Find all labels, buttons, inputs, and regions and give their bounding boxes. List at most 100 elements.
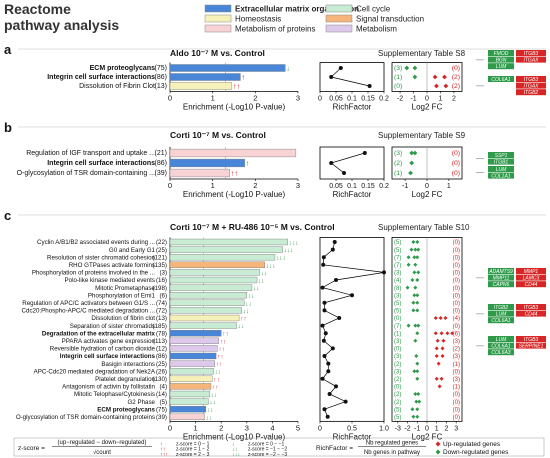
up-gene-point (434, 376, 439, 381)
pathway-size: (13) (155, 83, 167, 90)
down-gene-label: ADAMTS9 (488, 269, 513, 275)
down-gene-label: FMOD (494, 51, 509, 57)
down-gene-box (488, 274, 514, 281)
richfactor-denominator: Nb genes in pathway (364, 450, 420, 456)
pathway-row: Phosphorylation of proteins involved in … (32, 269, 460, 277)
richfactor-point (320, 376, 325, 381)
pathway-name: Mitotic Prometaphase (95, 285, 155, 292)
richfactor-line (330, 67, 370, 87)
down-gene-box (488, 317, 514, 324)
enrichment-tick-label: 0 (168, 423, 172, 432)
richfactor-point (326, 369, 331, 374)
pathway-row: Dissolution of fibrin clot (13) ↑↑ (0) (4) (91, 314, 460, 323)
up-gene-box (516, 274, 546, 281)
richfactor-line (321, 241, 385, 417)
zscore-arrows: ↓↓ (206, 414, 213, 421)
up-gene-label: CD44 (525, 311, 538, 317)
down-gene-label: ITGB1 (494, 159, 509, 165)
enrichment-bar (169, 337, 219, 344)
pathway-size: (86) (155, 160, 167, 167)
pathway-row: Polo-like kinase mediated events (16) ↓↓ (4… (65, 276, 460, 285)
log2fc-tick-label: 1 (435, 425, 439, 432)
up-gene-label: ITGB2 (524, 90, 539, 96)
richfactor-tick-label: 0.1 (347, 183, 357, 190)
legend-label-2: Homeostasis (235, 15, 281, 24)
zscore-arrows: ↑↑ (240, 316, 247, 323)
down-gene-point (415, 255, 420, 260)
log2fc-tick-label: 2 (452, 95, 456, 102)
down-gene-box (488, 166, 514, 172)
pathway-row: Regulation of IGF transport and uptake .… (26, 148, 460, 157)
down-count: (4) (394, 278, 401, 284)
down-count: (0) (394, 83, 402, 90)
down-gene-point (415, 414, 420, 419)
up-count: (0) (452, 65, 460, 72)
zscore-arrows: ↑ (241, 73, 245, 82)
down-gene-point (416, 323, 421, 328)
down-gene-point (410, 407, 415, 412)
down-gene-point (412, 65, 418, 71)
up-count: (4) (453, 316, 460, 322)
pathway-row: Antagonism of activin by follistatin (4) ↑… (62, 383, 460, 391)
pathway-row: Cyclin A/B1/B2 associated events during … (37, 238, 460, 247)
enrichment-tick-label: 5 (296, 423, 300, 432)
down-gene-label: LUM (496, 167, 507, 173)
up-gene-point (435, 338, 440, 343)
pathway-size: (86) (155, 74, 167, 81)
pathway-size: (16) (156, 277, 167, 284)
pathway-name: Separation of sister chromatids (70, 323, 155, 330)
up-count: (0) (453, 400, 460, 406)
enrichment-tick-label: 1 (194, 423, 198, 432)
down-gene-point (413, 247, 418, 252)
up-count: (0) (453, 248, 460, 254)
richfactor-point (320, 323, 325, 328)
down-gene-point (415, 293, 420, 298)
footer-legend: z-score = (up−regulated − down−regulated)… (13, 437, 545, 458)
up-gene-box (516, 304, 546, 310)
down-genes-label: Down-regulated genes (443, 449, 509, 456)
log2fc-axis-label: Log2 FC (412, 190, 443, 199)
down-gene-point (413, 285, 418, 290)
pathway-row: Regulation of APC/C activators between G… (22, 299, 460, 307)
log2fc-tick-label: 3 (454, 425, 458, 432)
down-gene-label: COL6A1 (491, 343, 510, 349)
zscore-arrows: ↑ (246, 159, 250, 168)
down-count: (5) (394, 415, 401, 421)
richfactor-point (330, 247, 335, 252)
richfactor-plot: 0 0.5 1.0 RichFactor (318, 237, 389, 441)
panel-letter-c: c (4, 208, 11, 223)
enrichment-bar (169, 345, 218, 352)
legend-swatch-0 (204, 4, 232, 13)
richfactor-point (321, 338, 326, 343)
down-gene-point (413, 262, 418, 267)
down-count: (3) (394, 369, 401, 375)
down-gene-point (405, 285, 410, 290)
panel-letter-b: b (4, 120, 12, 135)
richfactor-point (325, 414, 330, 419)
legend-swatch-5 (325, 24, 353, 33)
zscore-arrows: ↑↑ (216, 361, 223, 368)
pathway-row: Separation of sister chromatids(185) ↓↓ (7… (70, 322, 460, 330)
richfactor-point (343, 399, 348, 404)
up-gene-box (516, 336, 546, 342)
up-gene-point (440, 354, 445, 358)
pathway-name: Resolution of sister chromatid cohesion (47, 254, 156, 261)
richfactor-point (334, 278, 338, 282)
zscore-arrows: ↓↓↓ (276, 255, 286, 262)
pathway-name: Phosphorylation of proteins involved in … (32, 270, 155, 277)
up-count: (2) (453, 347, 460, 353)
down-gene-point (416, 247, 421, 252)
log2fc-tick-label: 1 (439, 95, 443, 102)
pathway-size: (185) (153, 323, 167, 330)
down-gene-box (488, 56, 514, 63)
up-count: (0) (453, 286, 460, 292)
pathway-name: PPARA activates gene expression (62, 338, 156, 345)
up-gene-point (445, 331, 450, 336)
pathway-name: Regulation of APC/C activators between G… (22, 300, 155, 307)
enrichment-axis-label: Enrichment (-Log10 P-value) (183, 432, 286, 441)
richfactor-tick-label: 0 (318, 425, 322, 432)
down-count: (3) (394, 293, 401, 299)
richfactor-tick-label: 0.2 (379, 95, 389, 102)
down-count: (2) (394, 377, 401, 383)
